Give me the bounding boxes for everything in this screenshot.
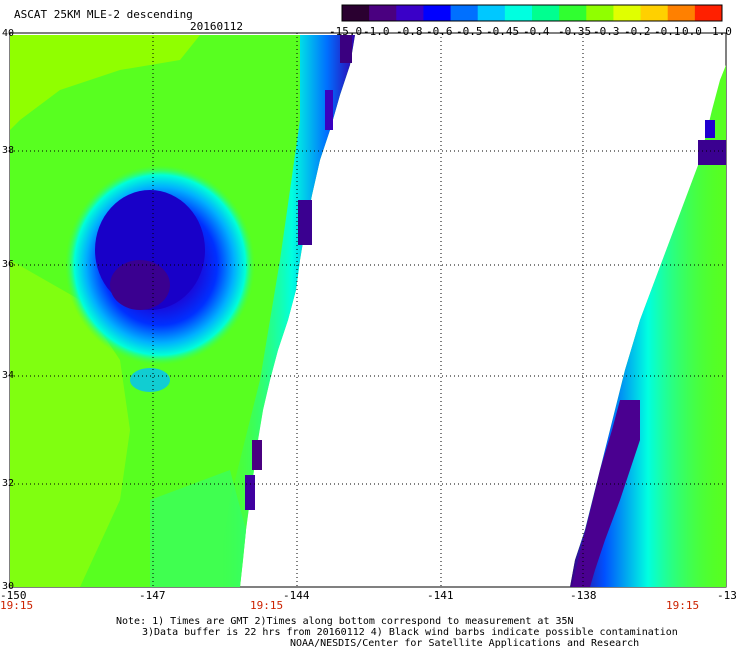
credit-line: NOAA/NESDIS/Center for Satellite Applica… [290,638,640,649]
colorbar-label: -15.0 [329,25,363,38]
colorbar-label: 0.0 [682,25,702,38]
colorbar-label: -0.8 [396,25,423,38]
colorbar-swatch [532,5,560,21]
time-label: 19:15 [0,599,34,612]
colorbar-label: -0.4 [523,25,550,38]
time-label: 19:15 [250,599,284,612]
colorbar-swatch [423,5,452,21]
colorbar-label: 1.0 [712,25,732,38]
colorbar-swatch [342,5,370,21]
colorbar-swatch [613,5,642,21]
colorbar-label: -1.0 [363,25,390,38]
colorbar-label: -0.3 [593,25,620,38]
lon-label: -147 [139,589,166,602]
lat-label: 38 [2,145,15,156]
colorbar-swatch [640,5,669,21]
lon-label: -144 [283,589,310,602]
colorbar-label: -0.45 [486,25,520,38]
lat-label: 30 [2,581,15,592]
map-title: ASCAT 25KM MLE-2 descending [14,8,193,21]
colorbar-label: -0.35 [558,25,592,38]
lon-label: -13 [717,589,737,602]
colorbar-label: -0.5 [456,25,483,38]
lat-label: 32 [2,478,15,489]
colorbar-swatch [369,5,397,21]
colorbar [341,4,723,22]
lat-label: 36 [2,259,15,270]
colorbar-label: -0.2 [624,25,651,38]
right-swath [570,65,726,587]
colorbar-swatch [667,5,696,21]
colorbar-border [341,4,723,22]
note-line: Note: 1) Times are GMT 2)Times along bot… [116,616,574,627]
colorbar-swatch [504,5,533,21]
lat-label: 40 [2,28,15,39]
lon-label: -141 [427,589,454,602]
colorbar-swatch [396,5,424,21]
lat-label: 34 [2,370,15,381]
time-label: 19:15 [666,599,700,612]
colorbar-label: -0.1 [654,25,681,38]
lon-label: -138 [570,589,597,602]
map-date: 20160112 [190,20,243,33]
colorbar-swatch [477,5,506,21]
colorbar-label: -0.6 [426,25,453,38]
colorbar-swatch [694,5,723,21]
colorbar-swatch [586,5,614,21]
note-line: 3)Data buffer is 22 hrs from 20160112 4)… [142,627,678,638]
left-swath [10,35,355,587]
colorbar-swatch [450,5,479,21]
colorbar-swatch [559,5,587,21]
lon-label: -150 [0,589,27,602]
graticule [10,33,726,587]
